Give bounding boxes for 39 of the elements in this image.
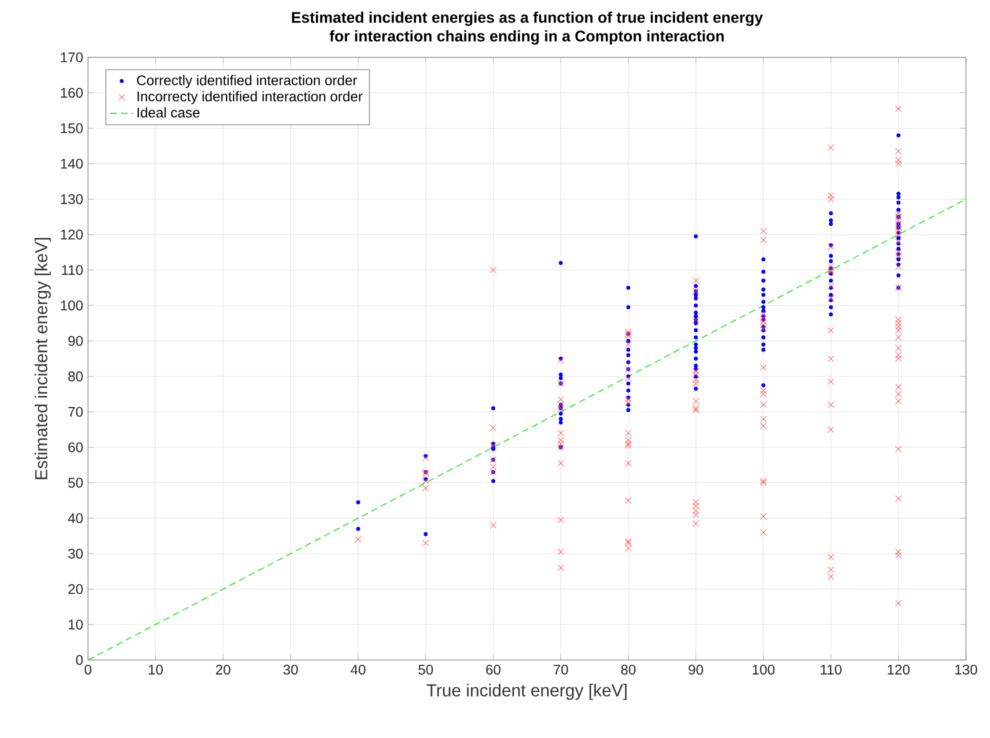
x-tick-label: 70 — [554, 664, 568, 675]
x-tick-label: 20 — [216, 664, 230, 675]
y-tick-label: 60 — [68, 442, 83, 452]
y-tick-label: 110 — [62, 265, 83, 275]
y-tick-label: 40 — [68, 513, 83, 524]
y-tick-label: 10 — [68, 620, 83, 630]
y-tick-label: 20 — [68, 584, 83, 594]
y-tick-label: 0 — [76, 655, 83, 665]
x-axis-title: True incident energy [keV] — [426, 684, 627, 700]
x-tick-label: 130 — [955, 664, 978, 675]
y-tick-label: 30 — [68, 548, 83, 559]
y-tick-label: 120 — [61, 230, 83, 240]
x-tick-label: 30 — [283, 664, 298, 675]
x-tick-label: 60 — [486, 664, 500, 675]
y-tick-label: 140 — [61, 158, 83, 169]
x-tick-label: 120 — [888, 664, 910, 675]
x-tick-label: 0 — [84, 664, 92, 675]
y-tick-label: 100 — [61, 300, 83, 310]
y-tick-label: 130 — [61, 194, 83, 204]
y-axis-title: Estimated incident energy [keV] — [34, 238, 51, 480]
y-tick-label: 70 — [68, 406, 83, 417]
x-tick-label: 90 — [688, 664, 704, 675]
legend-label: Ideal case — [138, 107, 200, 118]
y-tick-label: 170 — [61, 52, 83, 62]
x-tick-label: 110 — [820, 664, 842, 675]
x-tick-label: 100 — [752, 664, 775, 675]
y-tick-label: 80 — [68, 371, 83, 382]
x-tick-label: 10 — [148, 664, 163, 675]
legend-label: Correctly identified interaction order — [137, 74, 358, 88]
chart-subtitle: for interaction chains ending in a Compton interaction — [330, 30, 724, 45]
y-tick-label: 160 — [61, 88, 83, 98]
y-tick-label: 150 — [61, 123, 83, 134]
legend-label: Incorrecty identified interaction order — [138, 91, 363, 104]
chart-title: Estimated incident energies as a function of true incident energy — [292, 12, 763, 26]
x-tick-label: 80 — [621, 664, 636, 675]
x-tick-label: 50 — [418, 664, 433, 675]
y-tick-label: 50 — [68, 478, 83, 488]
y-tick-label: 90 — [68, 336, 83, 346]
x-tick-label: 40 — [350, 664, 366, 675]
